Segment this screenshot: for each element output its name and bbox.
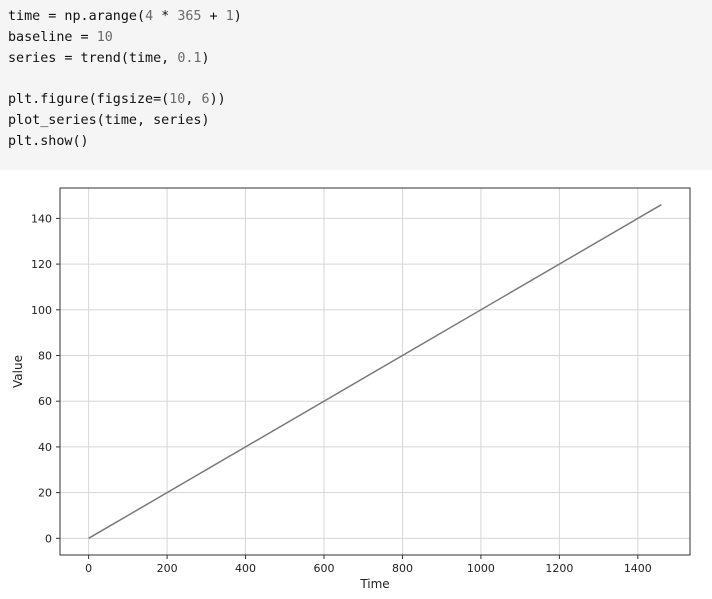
y-tick-label: 0 xyxy=(45,532,52,545)
code-line xyxy=(8,69,712,90)
y-tick-label: 20 xyxy=(38,487,52,500)
x-tick-label: 800 xyxy=(392,562,413,575)
code-text: plt.figure(figsize=( xyxy=(8,92,170,108)
y-tick-label: 140 xyxy=(31,212,52,225)
code-number-literal: 4 xyxy=(145,9,154,24)
code-number-literal: 1 xyxy=(225,9,234,24)
y-tick-label: 120 xyxy=(31,258,52,271)
code-line: plot_series(time, series) xyxy=(8,111,712,132)
x-axis-label: Time xyxy=(359,577,389,591)
code-line: series = trend(time, 0.1) xyxy=(8,49,712,70)
code-text: plt.show() xyxy=(8,133,89,149)
x-tick-label: 1200 xyxy=(545,562,573,575)
line-chart: 0 200 400 600 800 1000 1200 1400 0 20 40 60 80 100 120… xyxy=(11,187,691,591)
code-text: )) xyxy=(209,92,226,108)
code-line: plt.show() xyxy=(8,132,712,153)
code-number-literal: 365 xyxy=(177,9,202,24)
code-number-literal: 6 xyxy=(201,92,210,108)
y-tick-label: 40 xyxy=(38,441,52,454)
code-text: ) xyxy=(201,50,210,66)
plot-frame xyxy=(59,187,691,556)
x-tick-label: 600 xyxy=(314,562,335,575)
x-tick-label: 1400 xyxy=(624,562,652,575)
code-line: plt.figure(figsize=(10, 6)) xyxy=(8,90,712,111)
x-tick-label: 0 xyxy=(85,562,92,575)
code-cell[interactable]: time = np.arange(4 * 365 + 1) baseline = … xyxy=(0,0,712,170)
code-block[interactable]: time = np.arange(4 * 365 + 1) baseline = … xyxy=(8,7,712,153)
code-text: series = trend(time, xyxy=(8,50,178,66)
code-text: plot_series(time, series) xyxy=(8,112,210,128)
x-tick-label: 400 xyxy=(235,562,256,575)
code-text: , xyxy=(185,92,202,108)
code-text: * xyxy=(153,9,178,24)
series-line xyxy=(88,204,662,539)
code-number-literal: 0.1 xyxy=(177,50,202,66)
code-line: baseline = 10 xyxy=(8,28,712,49)
code-text: baseline = xyxy=(8,29,97,45)
code-text: + xyxy=(201,9,226,24)
code-number-literal: 10 xyxy=(169,92,186,108)
x-tick-label: 200 xyxy=(157,562,178,575)
y-tick-label: 80 xyxy=(38,350,52,363)
y-tick-label: 100 xyxy=(31,304,52,317)
x-tick-label: 1000 xyxy=(467,562,495,575)
y-axis-label: Value xyxy=(11,355,25,388)
code-text: ) xyxy=(233,9,242,24)
plot-output: 0 200 400 600 800 1000 1200 1400 0 20 40 60 80 100 120… xyxy=(0,170,712,595)
code-number-literal: 10 xyxy=(96,29,113,45)
code-line: time = np.arange(4 * 365 + 1) xyxy=(8,7,712,28)
code-text: time = np.arange( xyxy=(8,9,146,24)
y-tick-label: 60 xyxy=(38,395,52,408)
